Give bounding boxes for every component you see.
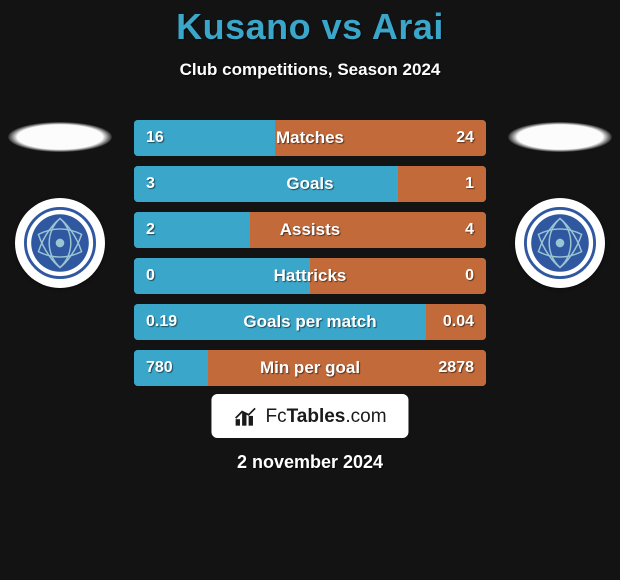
stat-row: 0.190.04Goals per match <box>134 304 486 340</box>
player-left-column <box>0 110 120 288</box>
stat-label: Min per goal <box>134 350 486 386</box>
brand-text: FcTables.com <box>265 406 386 428</box>
player-right-silhouette <box>508 122 612 152</box>
stat-row: 31Goals <box>134 166 486 202</box>
player-right-club-badge <box>515 198 605 288</box>
stat-label: Goals per match <box>134 304 486 340</box>
stat-label: Goals <box>134 166 486 202</box>
page-subtitle: Club competitions, Season 2024 <box>0 60 620 80</box>
date-label: 2 november 2024 <box>0 452 620 473</box>
club-crest-icon <box>524 207 596 279</box>
club-crest-icon <box>24 207 96 279</box>
page-title: Kusano vs Arai <box>0 0 620 48</box>
player-left-club-badge <box>15 198 105 288</box>
stat-row: 1624Matches <box>134 120 486 156</box>
stats-table: 1624Matches 31Goals 24Assists 00Hattricks 0.… <box>134 120 486 386</box>
stat-label: Matches <box>134 120 486 156</box>
stat-row: 24Assists <box>134 212 486 248</box>
stat-row: 00Hattricks <box>134 258 486 294</box>
stat-row: 7802878Min per goal <box>134 350 486 386</box>
bars-icon <box>233 406 259 428</box>
brand-badge: FcTables.com <box>211 394 408 438</box>
stat-label: Hattricks <box>134 258 486 294</box>
stat-label: Assists <box>134 212 486 248</box>
player-right-column <box>500 110 620 288</box>
player-left-silhouette <box>8 122 112 152</box>
